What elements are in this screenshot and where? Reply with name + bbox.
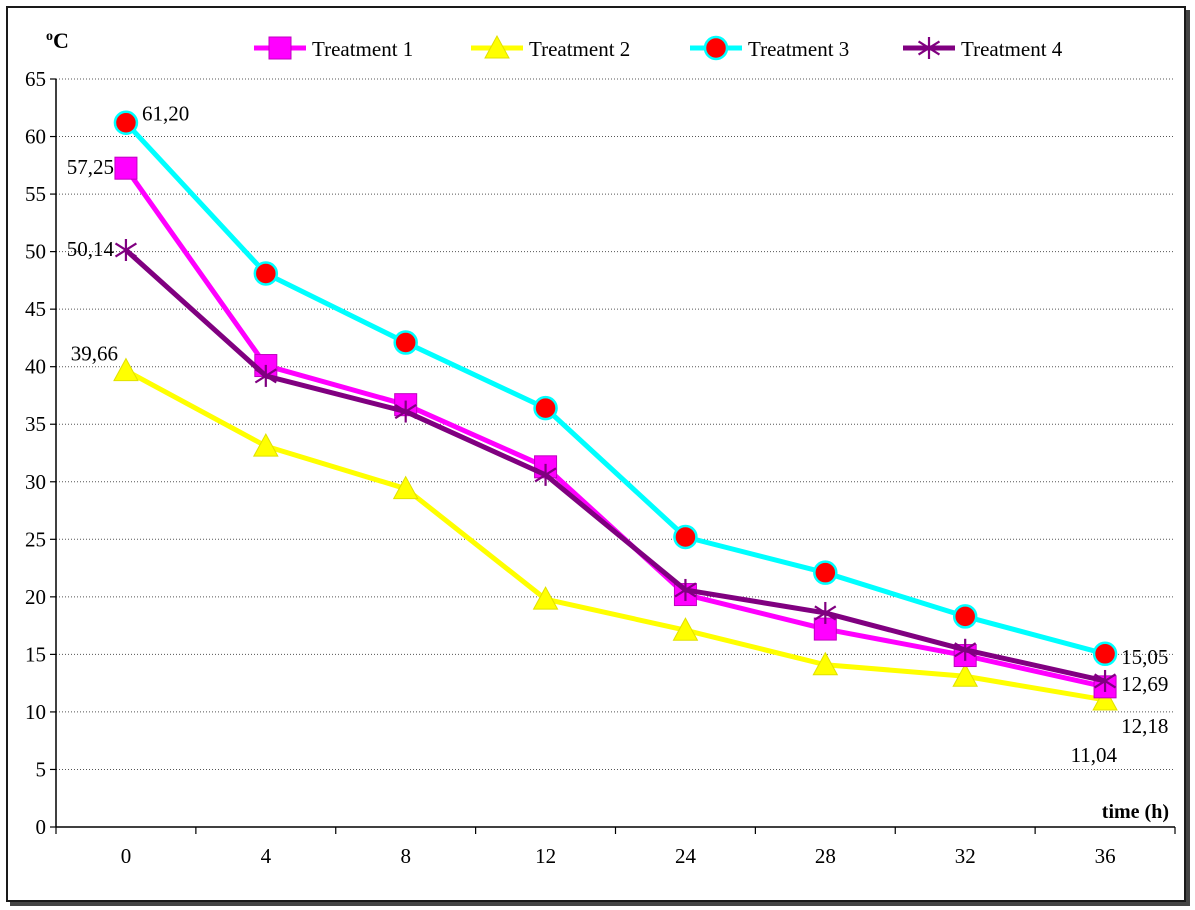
data-point: [814, 601, 837, 624]
data-point: [1092, 686, 1118, 711]
series-treatment-3: [113, 110, 1118, 667]
x-tick-label-4: 4: [261, 844, 272, 868]
star-stroke: [674, 582, 697, 598]
x-tick-label-36: 36: [1095, 844, 1116, 868]
data-point: [113, 357, 139, 382]
data-label: 12,69: [1121, 672, 1168, 696]
x-tick-label-12: 12: [535, 844, 556, 868]
y-tick-label-5: 5: [36, 757, 47, 781]
data-point: [532, 586, 559, 610]
star-stroke: [254, 368, 277, 384]
legend-entry-1: Treatment 1: [254, 36, 413, 61]
y-axis-label-sup: o: [46, 29, 53, 44]
data-point: [534, 463, 557, 486]
data-point: [254, 364, 277, 387]
data-point: [672, 617, 699, 641]
y-tick-label-30: 30: [25, 470, 46, 494]
y-tick-label-65: 65: [25, 67, 46, 91]
data-label: 11,04: [1071, 743, 1118, 767]
y-tick-label-50: 50: [25, 240, 46, 264]
y-axis-label: oC: [46, 28, 69, 53]
legend-label: Treatment 2: [529, 37, 630, 61]
data-label: 39,66: [71, 342, 118, 366]
data-point: [954, 638, 977, 661]
series-treatment-4: [114, 239, 1117, 692]
star-stroke: [534, 467, 557, 483]
y-axis-label-main: C: [53, 28, 69, 53]
y-tick-label-10: 10: [25, 700, 46, 724]
data-point: [393, 330, 418, 355]
x-tick-label-28: 28: [815, 844, 836, 868]
data-point: [253, 261, 279, 286]
data-point: [952, 604, 978, 629]
data-label: 15,05: [1121, 645, 1168, 669]
series-line: [124, 121, 1106, 657]
axes: [55, 79, 1175, 828]
x-tick-label-8: 8: [400, 844, 411, 868]
series-treatment-2: [113, 357, 1118, 711]
legend-label: Treatment 1: [312, 37, 413, 61]
data-label: 12,18: [1121, 714, 1168, 738]
data-point: [813, 560, 838, 585]
legend-label: Treatment 4: [961, 37, 1063, 61]
data-point: [952, 663, 979, 687]
x-tick-label-32: 32: [955, 844, 976, 868]
data-point: [114, 156, 138, 180]
legend-entry-4: Treatment 4: [903, 37, 1063, 61]
data-point: [392, 475, 419, 500]
y-tick-label-60: 60: [25, 125, 46, 149]
data-point: [1092, 641, 1118, 667]
data-label: 50,14: [67, 237, 115, 261]
legend-entry-3: Treatment 3: [690, 35, 849, 61]
data-point: [113, 110, 139, 135]
legend-swatch-marker: [917, 37, 941, 59]
y-tick-label-20: 20: [25, 585, 46, 609]
y-tick-label-35: 35: [25, 412, 46, 436]
y-tick-label-45: 45: [25, 297, 46, 321]
x-tick-label-0: 0: [121, 844, 132, 868]
data-point: [674, 578, 697, 601]
y-tick-label-55: 55: [25, 182, 46, 206]
star-stroke: [954, 642, 977, 658]
data-point: [812, 651, 839, 676]
legend-swatch-marker: [703, 35, 729, 61]
series-line: [124, 248, 1106, 684]
y-tick-label-40: 40: [25, 355, 46, 379]
data-label: 57,25: [67, 155, 114, 179]
y-tick-label-0: 0: [36, 815, 47, 839]
legend: Treatment 1 Treatment 2 Treatment 3 Treatme…: [254, 34, 1063, 61]
y-tick-label-25: 25: [25, 527, 46, 551]
data-point: [673, 524, 698, 550]
data-point: [252, 433, 279, 457]
star-stroke: [1094, 673, 1117, 689]
x-axis-label: time (h): [1102, 801, 1169, 823]
data-point: [1094, 669, 1117, 692]
legend-swatch-marker: [268, 36, 292, 60]
x-axis-ticks: 0 4 8 12 24 28 32 36: [55, 827, 1176, 868]
y-tick-label-15: 15: [25, 642, 46, 666]
x-tick-label-24: 24: [675, 844, 697, 868]
data-point: [114, 239, 137, 262]
series-line: [124, 368, 1106, 703]
chart-frame: 0 5 10 15 20 25 30 35 40 45 50 55 60 65 0 4 8 12 24 28 32 36…: [6, 6, 1186, 902]
series-group: [113, 110, 1118, 711]
line-chart: 0 5 10 15 20 25 30 35 40 45 50 55 60 65 0 4 8 12 24 28 32 36…: [25, 28, 1176, 868]
star-stroke: [114, 242, 137, 258]
legend-label: Treatment 3: [748, 37, 849, 61]
star-stroke: [394, 404, 417, 420]
data-label: 61,20: [142, 102, 189, 126]
legend-entry-2: Treatment 2: [471, 34, 630, 61]
legend-swatch-marker: [484, 34, 510, 59]
star-stroke: [814, 605, 837, 621]
y-axis-ticks: 0 5 10 15 20 25 30 35 40 45 50 55 60 65: [25, 67, 56, 839]
data-point: [394, 400, 417, 423]
star-stroke: [917, 40, 941, 56]
data-point: [533, 395, 558, 421]
